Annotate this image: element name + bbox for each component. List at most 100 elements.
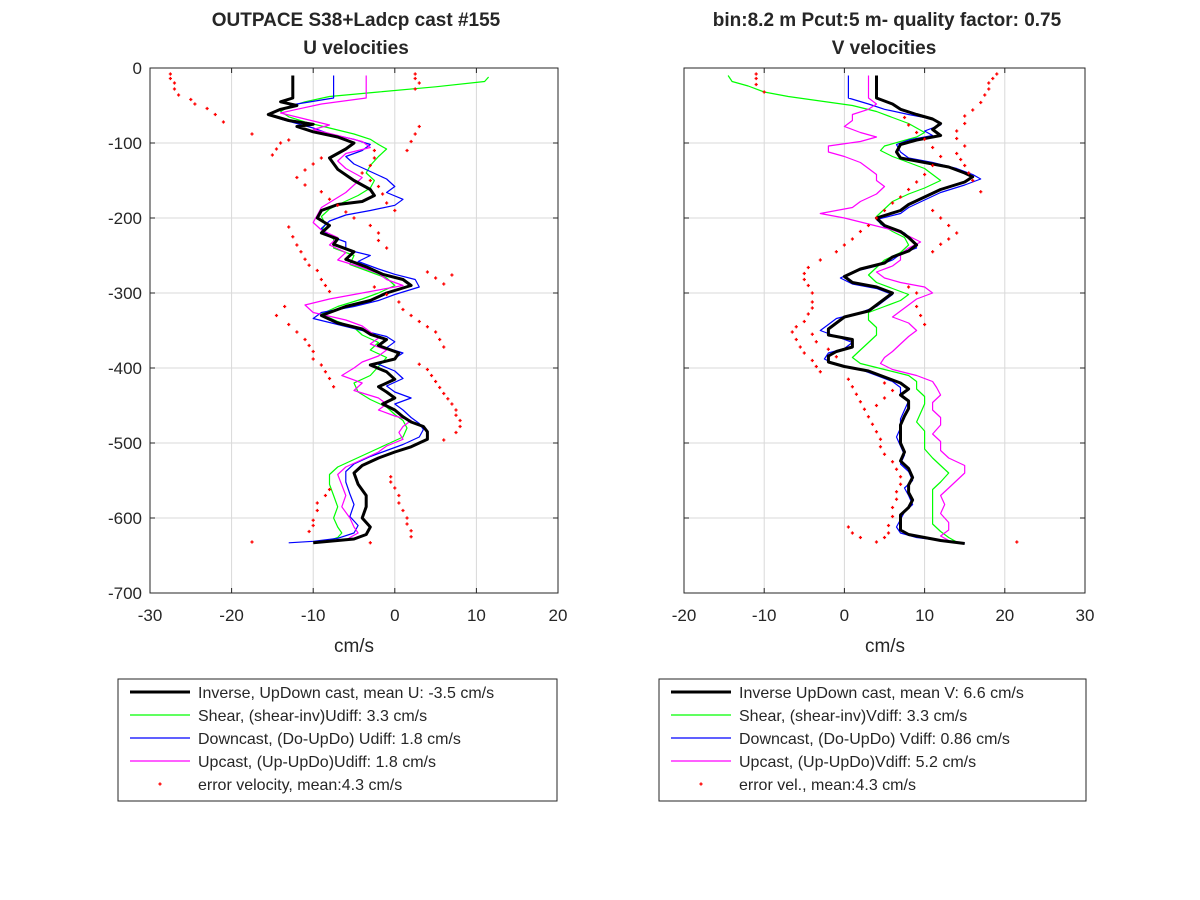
v-axes-box xyxy=(683,67,1086,594)
v-inverse-line xyxy=(826,75,975,545)
v-error-point xyxy=(814,364,818,369)
u-error-point xyxy=(303,168,307,172)
v-error-point xyxy=(890,514,895,519)
v-error-point xyxy=(918,313,923,318)
u-error-point xyxy=(417,362,421,366)
v-ticks: -20 -10 0 10 20 30 xyxy=(672,67,1094,625)
u-error-point xyxy=(401,508,405,513)
u-error-point xyxy=(376,238,381,243)
v-error-point xyxy=(846,377,851,381)
v-error-point xyxy=(886,523,891,528)
u-legend-label-error: error velocity, mean:4.3 cm/s xyxy=(198,777,402,794)
u-error-point xyxy=(405,516,409,520)
v-error-point xyxy=(906,285,911,289)
u-error-point xyxy=(393,208,397,213)
u-error-point xyxy=(438,385,442,390)
u-error-point xyxy=(311,162,315,166)
u-error-point xyxy=(425,270,430,274)
v-error-point xyxy=(870,422,875,426)
u-legend-box xyxy=(117,678,558,802)
v-error-point xyxy=(955,151,959,156)
v-legend-label-downcast: Downcast, (Do-UpDo) Vdiff: 0.86 cm/s xyxy=(739,731,1010,748)
v-error-point xyxy=(846,525,851,529)
u-upcast-line xyxy=(280,75,412,541)
u-error-point xyxy=(413,87,417,91)
v-error-point xyxy=(931,163,935,168)
u-y-tick-label: -600 xyxy=(108,509,142,528)
v-error-point xyxy=(850,385,855,389)
v-error-point xyxy=(963,144,967,148)
u-error-point xyxy=(303,183,307,187)
u-error-point xyxy=(274,147,279,151)
u-legend-label-shear: Shear, (shear-inv)Udiff: 3.3 cm/s xyxy=(198,708,427,725)
v-error-point xyxy=(810,291,814,295)
v-error-point xyxy=(754,72,758,76)
v-error-series xyxy=(754,72,1019,544)
v-error-point xyxy=(810,332,814,336)
u-error-point xyxy=(168,72,172,76)
v-error-point xyxy=(971,178,975,183)
u-x-tick-label: 10 xyxy=(467,606,486,625)
u-error-point xyxy=(413,76,417,81)
u-error-point xyxy=(307,529,311,534)
v-error-point xyxy=(979,100,983,105)
v-legend-label-error: error vel., mean:4.3 cm/s xyxy=(739,777,916,794)
u-error-point xyxy=(287,138,291,142)
u-error-point xyxy=(327,376,332,381)
v-error-point xyxy=(882,208,887,213)
u-error-point xyxy=(409,139,413,144)
v-error-point xyxy=(914,291,919,295)
u-legend-marker-error xyxy=(158,782,162,786)
v-error-point xyxy=(806,283,810,288)
v-error-point xyxy=(754,76,758,81)
u-error-point xyxy=(385,201,389,205)
u-y-tick-label: -400 xyxy=(108,359,142,378)
u-error-point xyxy=(352,216,356,220)
v-error-point xyxy=(987,87,991,91)
u-error-point xyxy=(287,225,291,229)
v-error-point xyxy=(854,392,859,396)
u-error-point xyxy=(409,313,413,318)
u-error-point xyxy=(319,363,323,367)
v-error-point xyxy=(858,229,863,234)
v-error-point xyxy=(802,319,806,324)
u-velocity-panel: OUTPACE S38+Ladcp cast #155 U velocities… xyxy=(108,10,567,802)
u-error-point xyxy=(368,163,372,168)
u-error-point xyxy=(417,319,421,324)
v-error-point xyxy=(959,157,963,162)
u-error-point xyxy=(376,184,381,189)
u-error-point xyxy=(434,276,438,280)
v-error-point xyxy=(931,208,935,213)
u-error-point xyxy=(295,175,299,180)
u-error-point xyxy=(311,349,315,354)
v-legend-label-upcast: Upcast, (Up-UpDo)Vdiff: 5.2 cm/s xyxy=(739,754,976,771)
u-error-point xyxy=(221,120,226,124)
v-error-point xyxy=(898,482,903,486)
u-x-tick-label: -20 xyxy=(219,606,244,625)
u-error-point xyxy=(315,508,319,513)
v-error-point xyxy=(842,243,846,247)
v-error-point xyxy=(955,129,959,133)
u-error-point xyxy=(327,487,332,492)
u-error-point xyxy=(250,132,254,136)
u-error-point xyxy=(319,156,323,160)
u-error-point xyxy=(291,235,295,239)
v-error-point xyxy=(858,535,863,540)
u-error-point xyxy=(372,285,376,289)
u-y-tick-label: -500 xyxy=(108,434,142,453)
v-error-point xyxy=(882,396,887,400)
v-error-point xyxy=(983,93,987,97)
u-error-point xyxy=(319,190,323,194)
v-error-point xyxy=(898,475,903,479)
u-error-point xyxy=(319,277,323,282)
v-error-point xyxy=(862,407,867,411)
v-error-point xyxy=(923,322,927,327)
v-error-point xyxy=(955,136,959,141)
u-error-point xyxy=(336,203,340,207)
v-error-point xyxy=(914,180,919,184)
v-shear-line xyxy=(727,75,957,543)
v-error-point xyxy=(834,250,838,254)
v-error-point xyxy=(902,115,907,120)
u-error-point xyxy=(425,367,430,372)
u-error-point xyxy=(368,223,372,228)
